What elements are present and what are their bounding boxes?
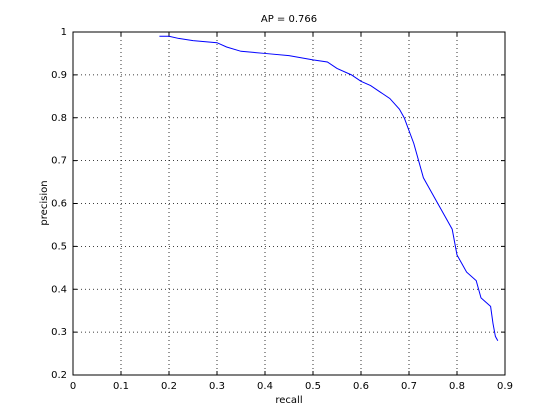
y-tick-label: 0.2 <box>51 370 67 381</box>
x-tick-label: 0.8 <box>449 381 465 392</box>
x-tick-label: 0.3 <box>209 381 225 392</box>
x-tick-label: 0.9 <box>497 381 513 392</box>
y-tick-label: 0.3 <box>51 327 67 338</box>
y-tick-label: 0.6 <box>51 199 67 210</box>
pr-curve <box>159 35 499 341</box>
y-tick-label: 0.7 <box>51 156 67 167</box>
axes-box <box>72 31 506 376</box>
y-axis-label: precision <box>39 180 50 225</box>
y-tick-label: 0.9 <box>51 70 67 81</box>
x-tick-label: 0.5 <box>305 381 321 392</box>
y-tick-label: 0.4 <box>51 284 67 295</box>
x-tick-label: 0.4 <box>257 381 273 392</box>
x-tick-label: 0.1 <box>113 381 129 392</box>
y-tick-label: 1 <box>61 27 67 38</box>
x-axis-label: recall <box>275 395 302 406</box>
x-tick-label: 0.6 <box>353 381 369 392</box>
x-tick-label: 0 <box>70 381 76 392</box>
x-tick-label: 0.2 <box>161 381 177 392</box>
y-tick-label: 0.8 <box>51 113 67 124</box>
y-tick-label: 0.5 <box>51 241 67 252</box>
chart-title: AP = 0.766 <box>261 14 317 25</box>
x-tick-label: 0.7 <box>401 381 417 392</box>
